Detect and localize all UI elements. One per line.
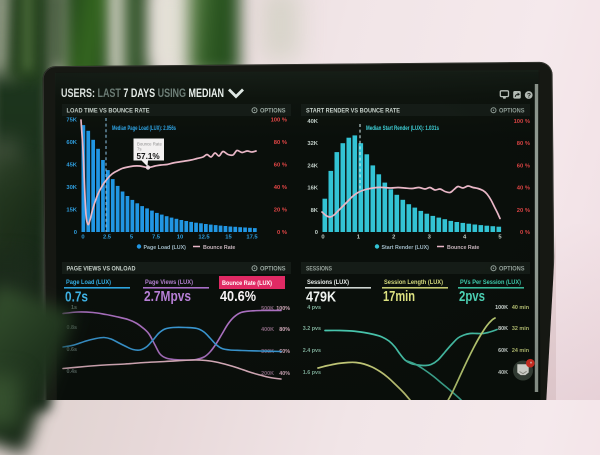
svg-text:3: 3 (428, 235, 432, 241)
svg-text:Page Load (LUX): Page Load (LUX) (144, 245, 187, 251)
svg-text:100 %: 100 % (514, 119, 530, 125)
svg-text:80K: 80K (498, 326, 508, 332)
svg-text:12.5: 12.5 (198, 235, 210, 241)
svg-text:2.4 pvs: 2.4 pvs (303, 348, 321, 354)
svg-text:20 %: 20 % (517, 208, 530, 214)
svg-text:Sessions (LUX): Sessions (LUX) (307, 279, 349, 286)
svg-text:0 %: 0 % (520, 230, 530, 236)
svg-text:Median Start Render (LUX): 1.0: Median Start Render (LUX): 1.031s (366, 126, 439, 132)
svg-text:0: 0 (315, 230, 318, 236)
svg-text:SESSIONS: SESSIONS (306, 266, 332, 273)
svg-text:Page Views (LUX): Page Views (LUX) (145, 279, 193, 286)
svg-text:479K: 479K (306, 289, 336, 306)
svg-text:USERS: LAST 7 DAYS USING MEDIA: USERS: LAST 7 DAYS USING MEDIAN (61, 88, 224, 100)
svg-text:Bounce Rate: Bounce Rate (203, 245, 235, 251)
svg-text:40.6%: 40.6% (220, 288, 256, 305)
svg-text:10: 10 (177, 235, 183, 241)
svg-text:7.5: 7.5 (152, 235, 161, 241)
svg-text:2.7Mpvs: 2.7Mpvs (144, 288, 191, 305)
svg-text:32K: 32K (307, 141, 318, 147)
svg-text:16K: 16K (307, 186, 318, 192)
svg-text:80 %: 80 % (517, 141, 530, 147)
svg-text:2.5: 2.5 (103, 235, 112, 241)
svg-text:OPTIONS: OPTIONS (260, 108, 286, 115)
svg-text:1s: 1s (71, 305, 77, 311)
svg-text:100K: 100K (495, 305, 508, 311)
svg-text:Bounce Rate (LUX): Bounce Rate (LUX) (222, 280, 272, 287)
svg-text:Median Page Load (LUX): 2.056s: Median Page Load (LUX): 2.056s (112, 126, 176, 132)
svg-text:60%: 60% (279, 349, 290, 355)
svg-text:5: 5 (130, 235, 134, 241)
svg-text:24K: 24K (307, 163, 318, 169)
svg-text:1: 1 (357, 235, 361, 241)
svg-text:20 %: 20 % (274, 208, 287, 214)
svg-text:500K: 500K (261, 306, 274, 312)
svg-text:60 %: 60 % (517, 163, 530, 169)
svg-text:PVs Per Session (LUX): PVs Per Session (LUX) (460, 279, 521, 286)
svg-text:40 min: 40 min (512, 305, 529, 311)
svg-text:4: 4 (463, 235, 467, 241)
svg-text:OPTIONS: OPTIONS (499, 266, 525, 273)
svg-text:40K: 40K (498, 370, 508, 376)
svg-text:0.4s: 0.4s (67, 369, 78, 375)
svg-text:Bounce Rate: Bounce Rate (447, 245, 479, 251)
svg-text:60K: 60K (66, 140, 77, 146)
svg-text:57.1%: 57.1% (137, 152, 161, 161)
svg-text:Bounce Rate: Bounce Rate (137, 142, 162, 147)
svg-text:5: 5 (498, 235, 502, 241)
svg-text:300K: 300K (261, 349, 274, 355)
svg-text:32 min: 32 min (512, 326, 529, 332)
svg-text:75K: 75K (66, 118, 77, 124)
svg-text:0.8s: 0.8s (67, 325, 78, 331)
svg-text:0.7s: 0.7s (65, 289, 88, 306)
svg-text:2: 2 (392, 235, 395, 241)
svg-text:60K: 60K (498, 348, 508, 354)
svg-text:60 %: 60 % (274, 163, 287, 169)
svg-text:PAGE VIEWS VS ONLOAD: PAGE VIEWS VS ONLOAD (67, 266, 136, 273)
svg-text:0: 0 (321, 235, 324, 241)
svg-text:40 %: 40 % (517, 186, 530, 192)
svg-text:45K: 45K (66, 163, 77, 169)
svg-text:40%: 40% (279, 371, 290, 377)
svg-text:80%: 80% (279, 327, 290, 333)
svg-text:0 %: 0 % (277, 230, 287, 236)
svg-text:4 pvs: 4 pvs (307, 305, 321, 311)
svg-text:400K: 400K (261, 327, 274, 333)
svg-text:Start Render (LUX): Start Render (LUX) (382, 245, 430, 251)
svg-text:15K: 15K (66, 208, 77, 214)
svg-text:LOAD TIME VS BOUNCE RATE: LOAD TIME VS BOUNCE RATE (67, 108, 150, 115)
svg-text:OPTIONS: OPTIONS (499, 108, 525, 115)
svg-text:100%: 100% (276, 306, 290, 312)
svg-text:100 %: 100 % (271, 118, 287, 124)
svg-text:1.6 pvs: 1.6 pvs (303, 370, 321, 376)
svg-text:3.2 pvs: 3.2 pvs (303, 326, 321, 332)
svg-text:OPTIONS: OPTIONS (260, 266, 286, 273)
svg-text:17.5: 17.5 (246, 235, 258, 241)
svg-text:0.6s: 0.6s (67, 347, 78, 353)
svg-text:17min: 17min (383, 288, 415, 305)
svg-text:40K: 40K (307, 119, 318, 125)
svg-text:7s: 7s (137, 147, 142, 152)
svg-text:?: ? (527, 93, 531, 100)
svg-text:8K: 8K (311, 208, 319, 214)
svg-text:15: 15 (225, 235, 232, 241)
svg-text:0: 0 (81, 235, 84, 241)
svg-text:30K: 30K (66, 185, 77, 191)
svg-text:80 %: 80 % (274, 140, 287, 146)
svg-text:40 %: 40 % (274, 185, 287, 191)
svg-text:2pvs: 2pvs (459, 288, 485, 305)
svg-text:START RENDER VS BOUNCE RATE: START RENDER VS BOUNCE RATE (306, 108, 400, 115)
svg-text:Page Load (LUX): Page Load (LUX) (66, 279, 111, 286)
svg-text:0: 0 (74, 230, 77, 236)
svg-text:24 min: 24 min (512, 348, 529, 354)
svg-text:Session Length (LUX): Session Length (LUX) (384, 279, 443, 286)
svg-text:200K: 200K (261, 371, 274, 377)
